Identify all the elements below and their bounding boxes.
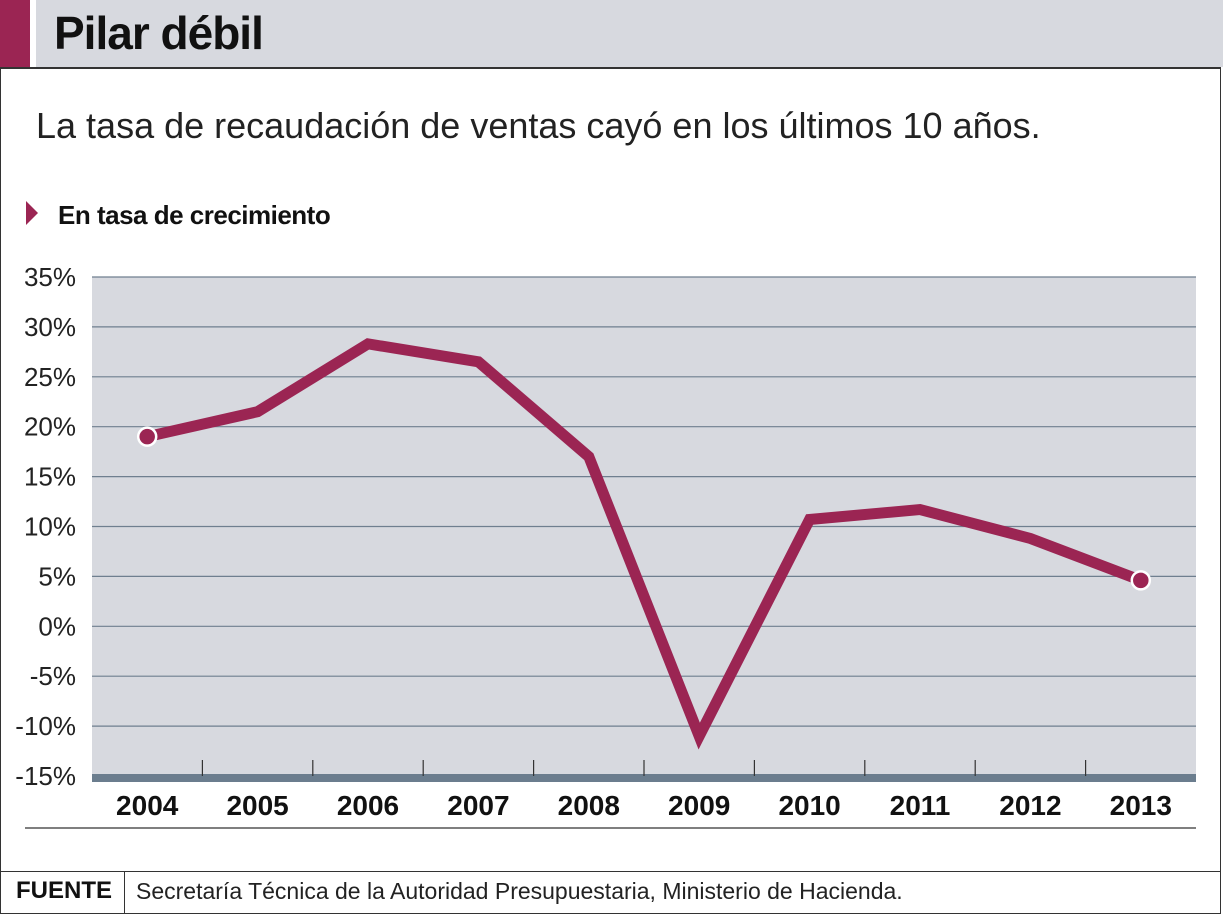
series-line (145, 338, 1143, 750)
header-accent (0, 0, 30, 67)
y-tick-label: 25% (24, 362, 76, 392)
y-tick-label: 30% (24, 312, 76, 342)
source-divider (124, 872, 125, 914)
chart-frame (0, 67, 1221, 914)
endpoint-marker (1130, 570, 1152, 591)
line-chart: 35% 30% 25% 20% 15% 10% 5% 0% -5% -10% -15% 2004 200… (15, 262, 1196, 829)
y-tick-label: -10% (15, 711, 76, 741)
x-tick-label: 2008 (558, 790, 620, 821)
source-text: Secretaría Técnica de la Autoridad Presu… (136, 878, 903, 904)
triangle-marker-icon (26, 201, 38, 225)
y-tick-label: -15% (15, 761, 76, 791)
x-tick-label: 2004 (116, 790, 179, 821)
chart-subtitle: La tasa de recaudación de ventas cayó en… (36, 105, 1041, 146)
y-tick-label: 0% (38, 611, 76, 641)
source-label: FUENTE (16, 877, 112, 904)
x-axis-bar (92, 774, 1196, 782)
x-tick-label: 2006 (337, 790, 399, 821)
y-tick-label: 15% (24, 462, 76, 492)
footer-rule (0, 871, 1221, 872)
x-tick-label: 2005 (226, 790, 288, 821)
y-tick-label: 5% (38, 561, 76, 591)
x-tick-label: 2009 (668, 790, 730, 821)
y-tick-label: 20% (24, 412, 76, 442)
y-tick-label: 35% (24, 262, 76, 292)
x-tick-label: 2010 (778, 790, 840, 821)
x-tick-label: 2013 (1110, 790, 1172, 821)
y-tick-label: -5% (30, 661, 76, 691)
header-gap (30, 0, 36, 67)
header-bar (0, 0, 1223, 67)
series-label: En tasa de crecimiento (58, 200, 331, 230)
x-tick-label: 2012 (999, 790, 1061, 821)
x-tick-label: 2007 (447, 790, 509, 821)
endpoint-marker (136, 426, 158, 447)
chart-title: Pilar débil (54, 7, 264, 59)
y-tick-label: 10% (24, 512, 76, 542)
x-tick-label: 2011 (890, 790, 951, 821)
